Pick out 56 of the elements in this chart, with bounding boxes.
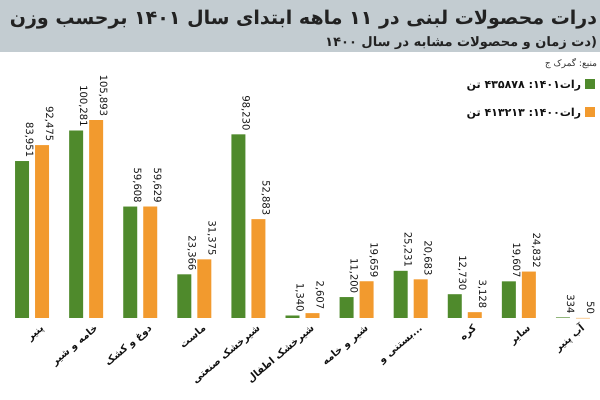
data-label: 19,607 [510, 242, 521, 278]
data-label: 59,629 [151, 168, 162, 203]
bar [448, 294, 462, 318]
data-label: 19,659 [368, 242, 379, 278]
x-tick-label: سایر [507, 322, 534, 348]
data-label: 2,607 [314, 280, 324, 310]
chart-subtitle: دت زمان و محصولات مشابه در سال ۱۴۰۰) [325, 35, 597, 50]
bar [69, 130, 84, 318]
bar [502, 281, 516, 318]
bar [414, 279, 428, 318]
bar [468, 312, 482, 318]
bar [306, 313, 320, 318]
data-label: 98,230 [239, 95, 250, 130]
data-label: 50 [584, 301, 595, 314]
bar [340, 297, 354, 318]
legend-label: رات۱۴۰۰: ۴۱۳۲۱۳ تن [466, 106, 581, 119]
data-label: 1,340 [294, 282, 304, 312]
x-tick-label: خامه و شیر [49, 322, 100, 368]
legend-label: رات۱۴۰۱: ۴۳۵۸۷۸ تن [466, 78, 581, 91]
bar [360, 281, 374, 318]
bar [143, 206, 158, 318]
data-label: 11,200 [348, 258, 359, 294]
x-tick-label: پنیر [24, 322, 46, 344]
data-label: 20,683 [422, 240, 433, 276]
bar [231, 134, 246, 318]
bar [15, 161, 30, 318]
data-label: 12,730 [456, 255, 467, 290]
data-label: 334 [564, 294, 575, 314]
bar [177, 274, 192, 318]
data-label: 23,366 [185, 235, 196, 270]
x-tick-label: بستنی و... [376, 322, 425, 366]
x-tick-label: ماست [178, 322, 208, 351]
bar [89, 120, 104, 318]
data-label: 92,475 [43, 106, 54, 142]
data-label: 83,951 [23, 122, 34, 158]
data-label: 3,128 [476, 280, 487, 308]
x-tick-label: دوغ و کشک [103, 322, 154, 368]
bar [197, 259, 212, 318]
bar [522, 272, 536, 318]
bar [35, 145, 50, 318]
x-tick-label: شیر و خامه [320, 322, 371, 368]
data-label: 52,883 [259, 180, 270, 216]
data-label: 25,231 [402, 232, 413, 267]
bar [123, 206, 138, 318]
chart-title: درات محصولات لبنی در ۱۱ ماهه ابتدای سال ۱۴۰۱ برحسب وزن [10, 7, 598, 29]
data-label: 100,281 [77, 85, 88, 126]
data-label: 59,608 [131, 168, 142, 203]
bar [251, 219, 266, 318]
data-label: 31,375 [205, 220, 216, 256]
data-label: 24,832 [530, 232, 541, 268]
bar [394, 270, 408, 318]
text: منبع: گمرک ج [544, 57, 598, 69]
x-tick-label: آب پنیر [550, 320, 588, 354]
data-label: 105,893 [97, 74, 108, 116]
x-tick-label: کره [458, 322, 479, 343]
bar [286, 315, 300, 318]
